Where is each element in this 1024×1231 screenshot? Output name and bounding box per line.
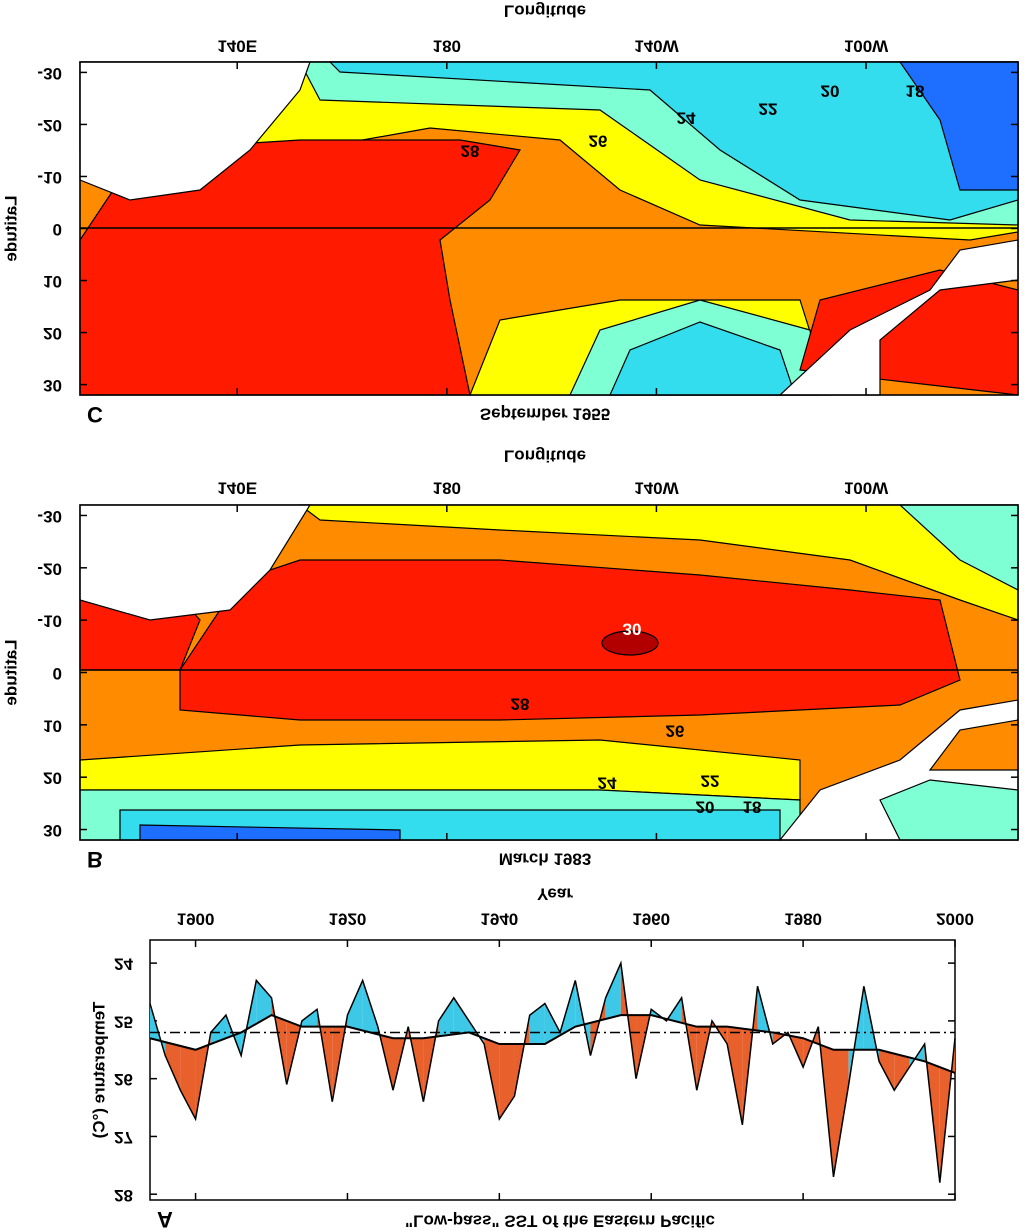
map-c-fill [79,61,1019,396]
x-axis-label: Longitude [504,2,586,21]
contour-label: 26 [589,132,608,151]
anomaly-fill [894,1053,910,1091]
anomaly-fill [347,980,363,1031]
y-tick-label: 20 [43,324,62,343]
anomaly-fill [833,1049,849,1177]
panel-label: A [157,1207,173,1231]
anomaly-fill [210,1015,226,1044]
y-tick-label: 10 [43,716,62,735]
y-tick-label: -30 [37,64,62,83]
x-tick-label: 140W [634,37,679,56]
anomaly-fill [180,1045,196,1120]
x-tick-label: 1900 [177,910,215,929]
x-tick-label: 180 [433,479,461,498]
anomaly-fill [301,1009,318,1027]
y-tick-label: 24 [114,955,133,974]
y-tick-label: 0 [53,664,62,683]
contour-label: 20 [696,798,715,817]
anomaly-fill [165,1042,181,1091]
x-tick-label: 140E [217,479,257,498]
panel-label: B [87,847,103,872]
contour-label: 24 [598,774,617,793]
panel-title: September 1955 [480,405,610,424]
y-tick-label: 30 [43,821,62,840]
contour-label: 28 [511,695,530,714]
x-axis-label: Longitude [504,447,586,466]
contour-label: 26 [666,722,685,741]
panel-title: March 1983 [499,850,592,869]
anomaly-fill [453,997,469,1035]
contour-label: 18 [906,82,925,101]
anomaly-fill [605,963,621,1019]
anomaly-fill [879,1049,895,1091]
contour-label: 18 [743,798,762,817]
y-tick-label: -30 [37,507,62,526]
panel-label: C [87,402,103,427]
contour-label: 22 [759,100,778,119]
panel-title: "Low-pass" SST of the Eastern Pacific [405,1212,715,1231]
anomaly-fill [256,980,272,1024]
y-tick-label: 0 [53,220,62,239]
x-tick-label: 1960 [632,910,670,929]
x-tick-label: 2000 [936,910,974,929]
contour-label: 20 [821,82,840,101]
x-tick-label: 140E [217,37,257,56]
x-tick-label: 180 [433,37,461,56]
y-tick-label: 25 [114,1012,133,1031]
x-tick-label: 140W [634,479,679,498]
contour-label: 30 [623,620,642,639]
anomaly-fill [544,1003,561,1044]
y-tick-label: -10 [37,612,62,631]
y-tick-label: 26 [114,1070,133,1089]
x-tick-label: 100W [844,479,889,498]
y-axis-label: Latitude [1,195,20,261]
anomaly-fill [529,1003,545,1044]
contour-label: 28 [461,142,480,161]
x-tick-label: 1920 [329,910,367,929]
y-axis-label: Temperature (°C) [89,1002,108,1139]
y-axis-label: Latitude [1,639,20,705]
y-tick-label: 27 [114,1128,133,1147]
contour-label: 24 [677,109,696,128]
contour-label: 22 [701,772,720,791]
y-tick-label: -10 [37,168,62,187]
y-tick-label: 28 [114,1186,133,1205]
anomaly-fill [499,1044,515,1120]
map-b-fill [79,504,1019,841]
y-tick-label: -20 [37,116,62,135]
smooth-line [149,1014,956,1074]
anomaly-fill [727,1026,743,1125]
x-axis-label: Year [537,885,573,904]
y-tick-label: 10 [43,272,62,291]
y-tick-label: 30 [43,376,62,395]
x-tick-label: 100W [844,37,889,56]
x-tick-label: 1980 [784,910,822,929]
sst-line [149,960,956,1183]
anomaly-fill [438,997,454,1037]
y-tick-label: -20 [37,559,62,578]
y-tick-label: 20 [43,769,62,788]
x-tick-label: 1940 [480,910,518,929]
